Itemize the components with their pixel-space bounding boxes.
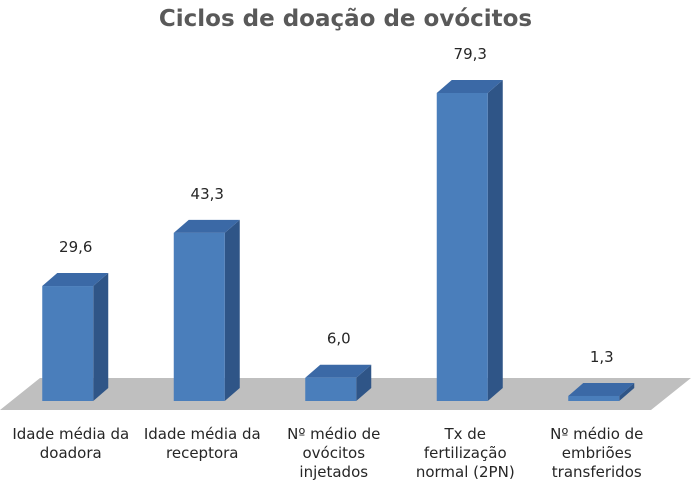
category-label-5: Nº médio de embriões transferidos [532,425,662,482]
bar-5 [568,395,620,401]
data-label-2: 43,3 [191,185,224,203]
bar-top-2 [173,219,240,233]
data-label-5: 1,3 [590,348,614,366]
category-label-line: injetados [299,463,369,481]
category-label-line: Nº médio de [550,425,644,443]
bar-top-5 [568,382,635,396]
category-label-line: doadora [39,444,102,462]
category-label-2: Idade média da receptora [137,425,267,463]
bar-side-4 [487,80,503,401]
category-label-line: embriões [561,444,632,462]
category-label-line: Idade média da [12,425,130,443]
bar-side-5 [619,382,635,401]
category-label-line: Nº médio de [287,425,381,443]
category-label-line: receptora [166,444,239,462]
category-label-line: ovócitos [302,444,366,462]
bar-top-3 [305,364,372,378]
category-label-line: Tx de [444,425,487,443]
chart-title: Ciclos de doação de ovócitos [158,6,533,32]
data-label-3: 6,0 [327,330,351,348]
category-label-line: fertilização [423,444,507,462]
category-label-4: Tx de fertilização normal (2PN) [400,425,530,482]
data-label-1: 29,6 [59,238,92,256]
category-label-line: transferidos [551,463,642,481]
bar-side-3 [356,364,372,401]
bar-2 [173,232,225,401]
bar-1 [42,286,94,401]
bar-3 [305,377,357,401]
bar-top-1 [42,273,109,287]
category-label-line: Idade média da [143,425,261,443]
bar-side-2 [224,219,240,401]
category-label-3: Nº médio de ovócitos injetados [269,425,399,482]
bar-side-1 [93,273,109,401]
data-label-4: 79,3 [454,45,487,63]
bar-4 [436,93,488,401]
category-label-1: Idade média da doadora [6,425,136,463]
category-label-line: normal (2PN) [415,463,515,481]
bar-top-4 [436,80,503,93]
